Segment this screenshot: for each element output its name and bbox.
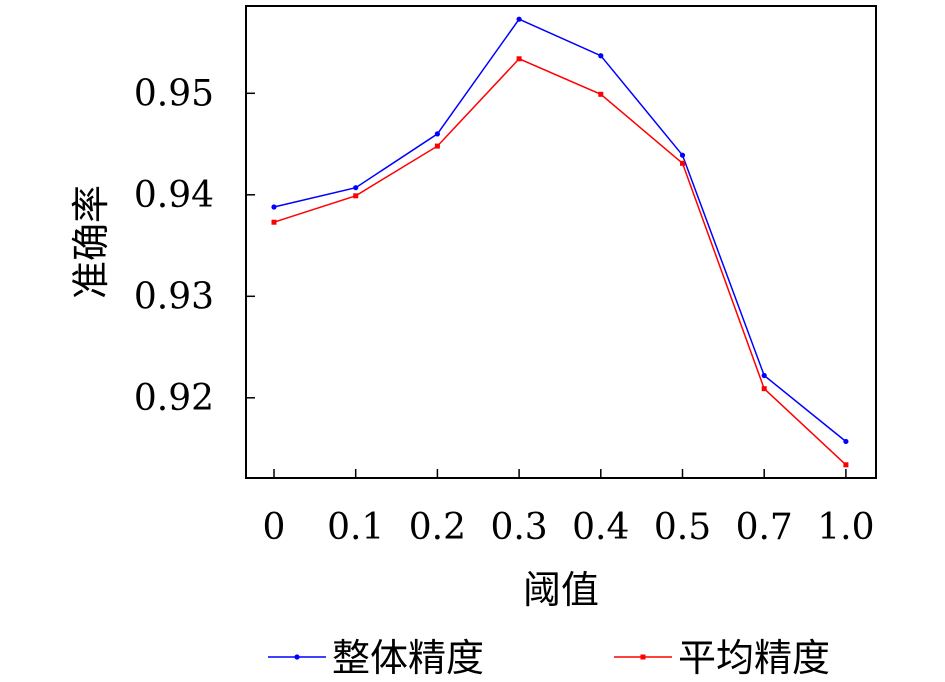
x-tick-label: 0.3	[490, 507, 547, 548]
legend-marker-overall	[294, 654, 300, 660]
legend: 整体精度 平均精度	[268, 636, 830, 680]
y-axis: 0.92 0.93 0.94 0.95	[134, 73, 255, 419]
x-tick-label: 0.2	[409, 507, 466, 548]
data-point	[598, 91, 604, 97]
data-point	[761, 372, 767, 379]
x-axis-title: 阈值	[523, 568, 599, 612]
data-point	[843, 438, 849, 445]
data-point	[598, 53, 604, 59]
data-point	[353, 185, 359, 191]
data-point	[516, 16, 522, 22]
data-point	[679, 152, 686, 158]
legend-label-overall: 整体精度	[332, 636, 484, 680]
y-tick-label: 0.93	[134, 276, 214, 317]
data-point	[353, 193, 359, 199]
plot-frame	[245, 5, 877, 479]
y-tick-label: 0.92	[134, 378, 214, 419]
data-point	[516, 56, 522, 62]
x-axis: 0 0.1 0.2 0.3 0.4 0.5 0.7 1.0	[263, 469, 875, 548]
legend-marker-average	[640, 654, 646, 660]
series-line-0	[273, 18, 847, 443]
data-point	[434, 143, 440, 149]
x-tick-label: 1.0	[817, 507, 874, 548]
series-layer	[271, 16, 849, 468]
y-axis-title: 准确率	[69, 185, 113, 299]
data-point	[680, 160, 685, 166]
legend-item-average: 平均精度	[614, 636, 830, 680]
x-tick-label: 0	[263, 507, 286, 548]
legend-item-overall: 整体精度	[268, 636, 484, 680]
y-tick-label: 0.94	[134, 175, 214, 216]
x-tick-label: 0.4	[572, 507, 629, 548]
x-tick-label: 0.5	[654, 507, 711, 548]
data-point	[434, 131, 440, 137]
data-point	[761, 386, 767, 392]
series-line-1	[273, 57, 847, 466]
x-tick-label: 0.7	[736, 507, 793, 548]
y-tick-label: 0.95	[134, 73, 214, 114]
data-point	[843, 462, 849, 468]
x-tick-label: 0.1	[327, 507, 384, 548]
legend-label-average: 平均精度	[678, 636, 830, 680]
data-point	[271, 219, 277, 225]
data-point	[271, 204, 277, 210]
